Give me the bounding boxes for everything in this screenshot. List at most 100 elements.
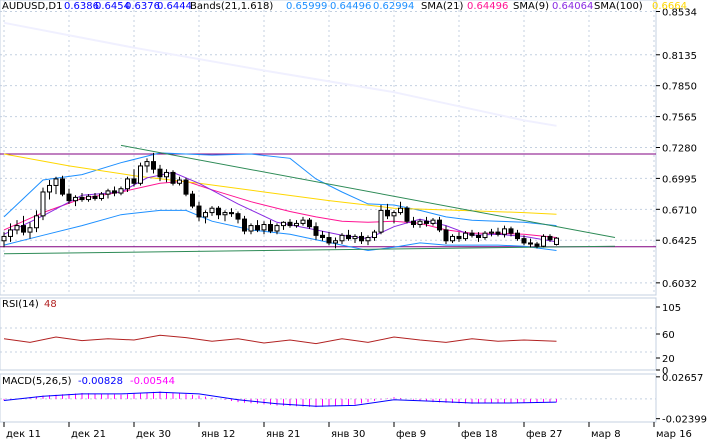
rsi-y-tick-label: 105 [662,303,681,314]
x-tick-label: янв 12 [201,429,235,440]
candle-body [495,231,501,235]
x-tick-label: мар 8 [591,429,621,440]
candle-body [320,234,325,239]
main-y-tick-label: 0.8534 [662,7,697,18]
candle-body [554,237,559,245]
candle-body [86,195,91,201]
x-tick-label: фев 18 [461,429,498,440]
candle-body [274,225,280,232]
x-tick-label: дек 30 [136,429,171,440]
candles[interactable] [1,152,559,249]
x-tick-label: фев 9 [396,429,426,440]
candle-body [482,232,488,239]
macd-panel[interactable]: 0.02657 -0.02399 MACD(5,26,5) -0.00828 -0… [0,373,707,426]
candle-body [203,212,208,218]
x-tick-label: янв 30 [331,429,365,440]
candle-body [489,231,494,234]
candle-body [261,224,267,231]
candle-body [105,190,111,195]
candle-body [34,215,39,229]
candle-body [222,212,228,216]
main-y-tick-label: 0.8135 [662,51,697,62]
bollinger-upper-line [3,152,557,227]
sma9-label: SMA(9) [513,1,549,12]
candle-body [378,209,384,233]
candle-body [92,195,98,199]
candle-body [47,184,52,193]
candle-body [326,237,332,244]
bands-label: Bands(21,1.618) [190,1,273,12]
candle-body [170,171,176,184]
candle-body [209,207,215,214]
candle-body [365,237,371,242]
main-y-tick-label: 0.7280 [662,144,697,155]
trend-line [3,245,616,255]
main-y-tick-label: 0.6995 [662,174,697,185]
main-y-tick-label: 0.6425 [662,236,697,247]
candle-body [300,219,306,224]
macd-series [3,391,557,408]
rsi-y-tick-label: 0 [662,366,668,377]
sma100-label: SMA(100) [594,1,643,12]
candle-body [463,232,468,240]
sma9-value: 0.64064 [552,1,593,12]
rsi-line [3,334,557,345]
main-price-panel[interactable]: 0.8534 0.8135 0.7850 0.7565 0.7280 0.6995 0.67… [0,0,697,296]
ohlc-open: 0.6386 [64,1,99,12]
candle-body [417,220,423,226]
candle-body [339,234,345,242]
candle-body [229,212,234,215]
candle-body [164,171,169,178]
candle-body [528,242,533,245]
macd-y-ticks: 0.02657 -0.02399 [656,373,707,426]
candle-body [112,190,117,194]
candle-body [268,224,273,232]
x-tick-label: фев 27 [526,429,563,440]
candle-body [346,234,351,240]
main-y-tick-label: 0.6710 [662,205,697,216]
candle-body [385,209,390,217]
candle-body [313,226,319,236]
candle-body [248,225,254,232]
macd-panel-frame [0,373,657,423]
candle-body [534,243,540,247]
candle-body [476,234,481,239]
candle-body [437,219,442,231]
rsi-panel[interactable]: 105 60 200 RSI(14) 48 [0,297,681,377]
candle-body [157,168,163,178]
candle-body [138,165,143,184]
candle-body [196,205,202,218]
candle-body [469,232,475,236]
x-tick-label: дек 11 [6,429,41,440]
candle-body [333,240,338,244]
bands-lower-value: 0.62994 [373,1,414,12]
symbol-label: AUDUSD,D1 [2,1,62,12]
candle-body [40,191,46,217]
bands-upper-value: 0.65999 [286,1,327,12]
candle-body [443,229,449,242]
candle-body [430,219,436,224]
candle-body [287,221,293,227]
ohlc-close: 0.6444 [157,1,192,12]
candle-body [294,222,299,227]
candle-body [14,225,20,231]
candle-body [53,178,59,186]
rsi-y-ticks: 105 60 200 [656,303,681,377]
candle-body [21,225,26,233]
macd-label: MACD(5,26,5) [2,376,72,387]
candle-body [411,220,416,226]
rsi-value: 48 [44,299,57,310]
sma100-value: 0.6664 [652,1,687,12]
rsi-grid [0,327,656,353]
candle-body [99,193,104,199]
rsi-y-tick-label: 60 [662,330,675,341]
candle-body [66,193,72,202]
sma100-line [3,153,557,215]
candle-body [450,235,455,242]
candle-body [547,235,553,241]
candle-body [352,235,358,240]
candle-body [456,235,462,240]
